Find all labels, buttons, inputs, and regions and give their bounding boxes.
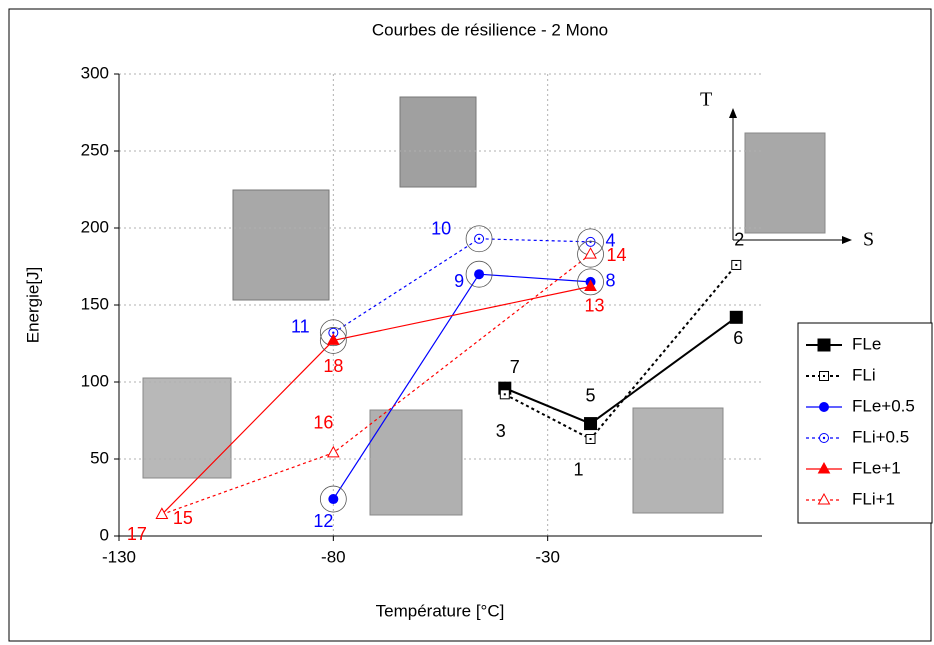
point-label: 4 [606,231,616,251]
inset-label: S [863,229,874,251]
marker [584,417,598,431]
point-label: 8 [606,271,616,291]
marker-dot [332,331,335,334]
legend-label: FLe+1 [852,458,901,477]
y-tick-label: 300 [81,63,109,82]
inset-label: T [700,89,712,111]
highlight-ring [465,260,493,288]
marker [584,279,597,292]
photo [744,132,826,234]
y-tick-label: 150 [81,294,109,313]
point-label: 17 [127,524,147,544]
marker [729,310,743,324]
photos: T S [142,89,874,516]
x-tick-label: -130 [102,547,136,566]
highlight-ring [319,485,347,513]
legend-box [797,322,933,524]
point-label: 11 [291,316,310,336]
marker [817,492,831,505]
inset-arrow [842,236,852,244]
marker-dot [735,263,738,266]
y-tick-label: 100 [81,371,109,390]
marker [817,461,831,474]
highlight-ring [319,327,347,354]
marker-dot [822,436,826,440]
point-label: 16 [313,413,333,433]
y-axis-label: Energie[J] [23,267,42,344]
marker [326,445,340,458]
point-label: 9 [454,271,464,291]
legend-label: FLe+0.5 [852,396,915,415]
y-tick-label: 200 [81,217,109,236]
legend: FLe FLi FLe+0.5 FLi+0.5 FLe+1 FLi+1 [797,322,933,524]
point-label: 1 [574,460,584,480]
marker-dot [503,393,506,396]
highlight-ring [319,319,347,347]
marker-dot [589,437,592,440]
x-axis-label: Température [°C] [376,601,505,620]
marker [817,338,831,352]
marker [819,402,829,412]
point-label: 5 [586,385,596,405]
point-label: 7 [510,357,520,377]
x-tick-label: -30 [535,547,560,566]
photo [632,407,724,514]
marker-dot [823,375,825,377]
point-label: 13 [585,295,605,315]
marker [326,333,340,345]
marker [474,269,485,280]
marker [584,247,597,259]
marker-dot [477,237,481,240]
inset-arrow [729,108,737,118]
chart-title: Courbes de résilience - 2 Mono [372,20,608,39]
highlight-ring [577,268,604,296]
highlight-ring [465,225,493,253]
point-label: 6 [733,328,743,348]
y-tick-label: 250 [81,140,109,159]
legend-label: FLi+0.5 [852,427,909,446]
marker [155,507,169,519]
marker [328,494,339,505]
point-label: 14 [607,245,627,265]
point-label: 18 [323,356,343,376]
photo [142,377,232,479]
photo [232,189,330,301]
legend-label: FLi+1 [852,489,895,508]
legend-label: FLe [852,334,881,353]
point-label: 2 [734,230,744,250]
y-tick-label: 50 [90,448,109,467]
point-label: 10 [431,219,451,239]
point-label: 3 [496,421,506,441]
highlight-ring [577,240,604,268]
photo [369,409,463,516]
series-line [333,238,591,334]
point-label: 15 [173,508,193,528]
y-tick-label: 0 [100,525,109,544]
point-label: 12 [313,511,333,531]
legend-label: FLi [852,365,876,384]
x-tick-label: -80 [321,547,346,566]
photo [399,96,477,188]
